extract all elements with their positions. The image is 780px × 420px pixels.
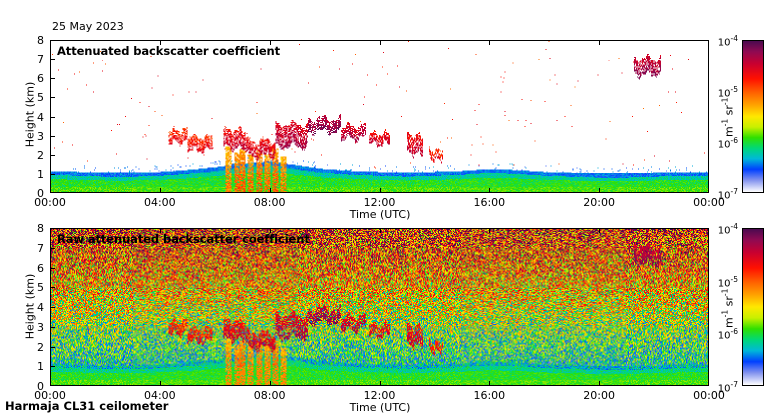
x-tick-mark-bottom-1 bbox=[159, 381, 161, 386]
colorbar-tick-top-1: 10-5 bbox=[717, 84, 738, 100]
y-tick-label-bottom-1: 1 bbox=[37, 360, 44, 374]
x-axis-label-top: Time (UTC) bbox=[349, 208, 411, 221]
colorbar-unit-label-bottom: m-1 sr-1 bbox=[720, 288, 736, 329]
y-tick-label-top-1: 1 bbox=[37, 167, 44, 181]
x-tick-label-bottom-2: 08:00 bbox=[253, 389, 286, 402]
x-tick-label-top-5: 20:00 bbox=[583, 196, 615, 209]
x-tick-mark-bottom-5 bbox=[599, 381, 601, 386]
x-tick-label-bottom-3: 12:00 bbox=[363, 389, 396, 402]
x-tick-label-bottom-0: 00:00 bbox=[34, 389, 66, 402]
x-tick-mark-bottom-3 bbox=[379, 381, 381, 386]
x-tick-mark-top-top-5 bbox=[599, 40, 601, 45]
colorbar-tick-top-3: 10-7 bbox=[717, 187, 738, 202]
colorbar-tick-bottom-1: 10-5 bbox=[717, 274, 738, 289]
heatmap-attenuated-backscatter bbox=[51, 41, 708, 192]
x-tick-label-bottom-1: 04:00 bbox=[143, 389, 176, 402]
x-tick-label-top-1: 04:00 bbox=[143, 196, 176, 209]
y-tick-mark-bottom-2 bbox=[50, 346, 55, 348]
y-tick-label-bottom-5: 5 bbox=[37, 281, 44, 295]
footer-instrument-label: Harmaja CL31 ceilometer bbox=[5, 399, 169, 413]
colorbar-tick-top-2: 10-6 bbox=[717, 136, 738, 151]
x-tick-mark-top-bottom-4 bbox=[489, 228, 491, 233]
y-tick-label-bottom-4: 4 bbox=[37, 301, 44, 314]
y-tick-label-top-7: 7 bbox=[37, 53, 44, 67]
y-tick-mark-top-7 bbox=[50, 59, 55, 61]
y-tick-mark-bottom-3 bbox=[50, 326, 55, 328]
colorbar-gradient-bottom bbox=[743, 229, 763, 385]
heatmap-raw-attenuated-backscatter bbox=[51, 229, 708, 385]
y-tick-label-top-4: 4 bbox=[37, 110, 44, 124]
x-tick-mark-top-top-3 bbox=[379, 40, 381, 45]
y-tick-label-bottom-7: 7 bbox=[37, 241, 44, 255]
colorbar-bottom bbox=[742, 228, 764, 386]
x-tick-label-top-2: 08:00 bbox=[253, 196, 286, 209]
x-tick-mark-top-bottom-1 bbox=[159, 228, 161, 233]
colorbar-unit-label-top: m-1 sr-1 bbox=[720, 97, 736, 138]
y-tick-mark-bottom-4 bbox=[50, 307, 55, 308]
y-tick-label-top-6: 6 bbox=[37, 72, 44, 86]
y-tick-label-top-3: 3 bbox=[37, 129, 44, 143]
colorbar-top bbox=[742, 40, 764, 193]
colorbar-tick-top-0: 10-4 bbox=[717, 34, 738, 49]
x-tick-label-bottom-5: 20:00 bbox=[583, 389, 615, 402]
y-tick-label-top-8: 8 bbox=[37, 34, 44, 47]
colorbar-gradient-top bbox=[743, 41, 763, 192]
x-tick-label-top-6: 00:00 bbox=[693, 196, 725, 209]
x-tick-label-top-3: 12:00 bbox=[363, 196, 396, 209]
panel-title-bottom: Raw attenuated backscatter coefficient bbox=[57, 232, 310, 246]
y-tick-mark-bottom-6 bbox=[50, 267, 55, 269]
colorbar-tick-bottom-0: 10-4 bbox=[717, 222, 738, 237]
y-tick-label-bottom-2: 2 bbox=[37, 340, 44, 354]
y-tick-label-bottom-8: 8 bbox=[37, 222, 44, 235]
x-tick-label-top-0: 00:00 bbox=[34, 196, 66, 209]
y-tick-label-top-2: 2 bbox=[37, 148, 44, 162]
x-axis-label-bottom: Time (UTC) bbox=[349, 401, 411, 414]
x-tick-label-bottom-6: 00:00 bbox=[693, 389, 725, 402]
panel-raw-attenuated-backscatter: Raw attenuated backscatter coefficient bbox=[50, 228, 709, 386]
x-tick-label-top-4: 16:00 bbox=[473, 196, 506, 209]
y-tick-mark-top-6 bbox=[50, 78, 55, 80]
x-tick-mark-top-bottom-5 bbox=[599, 228, 601, 233]
y-tick-label-bottom-0: 0 bbox=[37, 380, 44, 393]
colorbar-tick-bottom-2: 10-6 bbox=[717, 327, 738, 342]
y-tick-mark-top-3 bbox=[50, 135, 55, 137]
date-title: 25 May 2023 bbox=[52, 20, 124, 33]
y-tick-mark-top-1 bbox=[50, 173, 55, 175]
x-tick-mark-top-top-2 bbox=[269, 40, 271, 45]
panel-title-top: Attenuated backscatter coefficient bbox=[57, 44, 281, 58]
x-tick-mark-top-top-1 bbox=[159, 40, 161, 45]
y-tick-mark-bottom-7 bbox=[50, 247, 55, 249]
y-tick-mark-bottom-1 bbox=[50, 366, 55, 368]
panel-attenuated-backscatter: Attenuated backscatter coefficient bbox=[50, 40, 709, 193]
x-tick-label-bottom-4: 16:00 bbox=[473, 389, 506, 402]
x-tick-mark-top-top-4 bbox=[489, 40, 491, 45]
y-tick-mark-bottom-5 bbox=[50, 287, 55, 289]
x-tick-mark-top-3 bbox=[379, 188, 381, 193]
y-tick-label-bottom-6: 6 bbox=[37, 261, 44, 275]
y-tick-label-bottom-3: 3 bbox=[37, 320, 44, 334]
y-tick-label-top-5: 5 bbox=[37, 91, 44, 105]
x-tick-mark-top-5 bbox=[599, 188, 601, 193]
colorbar-tick-bottom-3: 10-7 bbox=[717, 380, 738, 395]
x-tick-mark-top-4 bbox=[489, 188, 491, 193]
x-tick-mark-top-bottom-2 bbox=[269, 228, 271, 233]
x-tick-mark-top-1 bbox=[159, 188, 161, 193]
y-tick-mark-top-5 bbox=[50, 97, 55, 99]
x-tick-mark-bottom-4 bbox=[489, 381, 491, 386]
x-tick-mark-top-bottom-3 bbox=[379, 228, 381, 233]
x-tick-mark-bottom-2 bbox=[269, 381, 271, 386]
y-tick-label-top-0: 0 bbox=[37, 187, 44, 200]
x-tick-mark-top-2 bbox=[269, 188, 271, 193]
y-tick-mark-top-4 bbox=[50, 116, 55, 118]
y-tick-mark-top-2 bbox=[50, 154, 55, 156]
